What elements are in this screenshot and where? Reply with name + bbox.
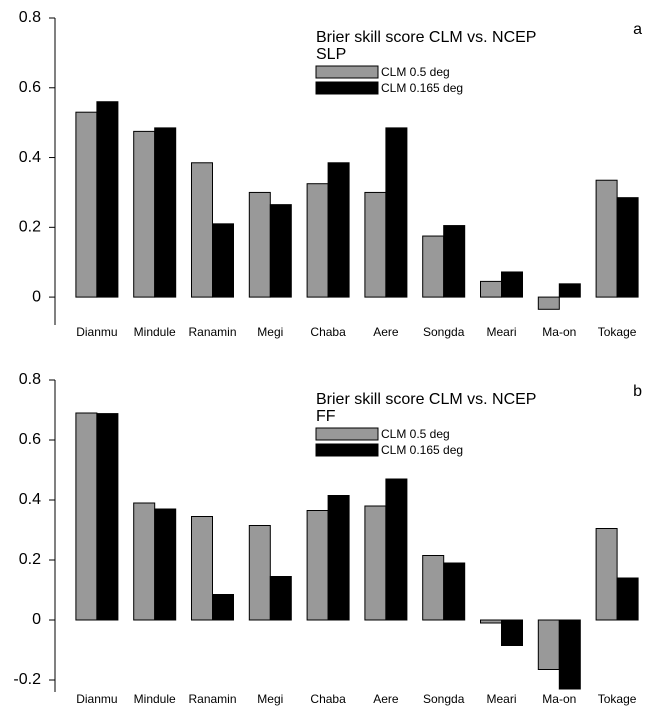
x-tick-label: Aere [373, 325, 399, 339]
bar [422, 235, 445, 298]
bar [269, 576, 292, 621]
legend-title: Brier skill score CLM vs. NCEP [316, 391, 536, 408]
bar [248, 191, 271, 298]
x-tick-label: Dianmu [76, 325, 117, 339]
legend-label: CLM 0.165 deg [381, 81, 463, 95]
panel-label: a [633, 21, 642, 38]
bar [422, 555, 445, 621]
bar [306, 183, 329, 298]
y-tick-label: 0 [32, 288, 41, 305]
y-tick-label: 0.4 [19, 491, 41, 508]
bar [616, 577, 639, 621]
bar [96, 413, 119, 621]
x-tick-label: Meari [486, 325, 516, 339]
x-tick-label: Mindule [134, 325, 176, 339]
x-tick-label: Tokage [598, 325, 637, 339]
bar [364, 505, 387, 621]
bar [501, 619, 523, 646]
bar [75, 111, 98, 298]
legend-title: Brier skill score CLM vs. NCEP [316, 29, 536, 46]
y-tick-label: 0.8 [19, 371, 41, 388]
legend-swatch [315, 427, 379, 441]
bar [537, 619, 560, 670]
legend-subtitle: FF [316, 408, 336, 425]
x-tick-label: Ma-on [542, 692, 576, 706]
x-tick-label: Mindule [134, 692, 176, 706]
bar [501, 271, 523, 298]
y-tick-label: 0.8 [19, 9, 41, 26]
x-tick-label: Tokage [598, 692, 637, 706]
legend-swatch [315, 81, 379, 95]
x-tick-label: Songda [423, 325, 465, 339]
bar [385, 478, 408, 621]
legend-swatch [315, 443, 379, 457]
bar [558, 283, 581, 298]
bar [154, 508, 177, 621]
bar [269, 204, 292, 298]
bar [595, 528, 618, 621]
bar [212, 594, 234, 621]
bar [595, 179, 618, 298]
x-tick-label: Chaba [310, 692, 346, 706]
bar [75, 412, 98, 621]
bar [133, 502, 156, 621]
legend-label: CLM 0.5 deg [381, 65, 450, 79]
bar [306, 510, 329, 621]
x-tick-label: Meari [486, 692, 516, 706]
y-tick-label: 0.4 [19, 149, 41, 166]
bar [558, 619, 581, 690]
y-tick-label: 0.2 [19, 551, 41, 568]
legend-swatch [315, 65, 379, 79]
y-tick-label: 0 [32, 611, 41, 628]
bar [443, 562, 466, 621]
bar [212, 223, 234, 298]
bar [616, 197, 639, 298]
bar [154, 127, 177, 298]
y-tick-label: -0.2 [13, 671, 41, 688]
legend-label: CLM 0.5 deg [381, 427, 450, 441]
bar [480, 619, 502, 624]
bar [191, 516, 213, 621]
bar [480, 280, 502, 298]
bar [443, 225, 466, 298]
x-tick-label: Ranamin [188, 325, 236, 339]
y-tick-label: 0.2 [19, 219, 41, 236]
x-tick-label: Megi [257, 325, 283, 339]
bar [248, 525, 271, 621]
x-tick-label: Ma-on [542, 325, 576, 339]
bar [96, 101, 119, 298]
legend-label: CLM 0.165 deg [381, 443, 463, 457]
bar [537, 296, 560, 310]
bar [191, 162, 213, 298]
y-tick-label: 0.6 [19, 79, 41, 96]
x-tick-label: Megi [257, 692, 283, 706]
x-tick-label: Dianmu [76, 692, 117, 706]
bar [327, 495, 350, 621]
bar [364, 191, 387, 298]
bar [327, 162, 350, 298]
bar [385, 127, 408, 298]
x-tick-label: Songda [423, 692, 465, 706]
panel-label: b [633, 383, 642, 400]
x-tick-label: Chaba [310, 325, 346, 339]
y-tick-label: 0.6 [19, 431, 41, 448]
x-tick-label: Ranamin [188, 692, 236, 706]
x-tick-label: Aere [373, 692, 399, 706]
bar [133, 130, 156, 298]
legend-subtitle: SLP [316, 46, 346, 63]
